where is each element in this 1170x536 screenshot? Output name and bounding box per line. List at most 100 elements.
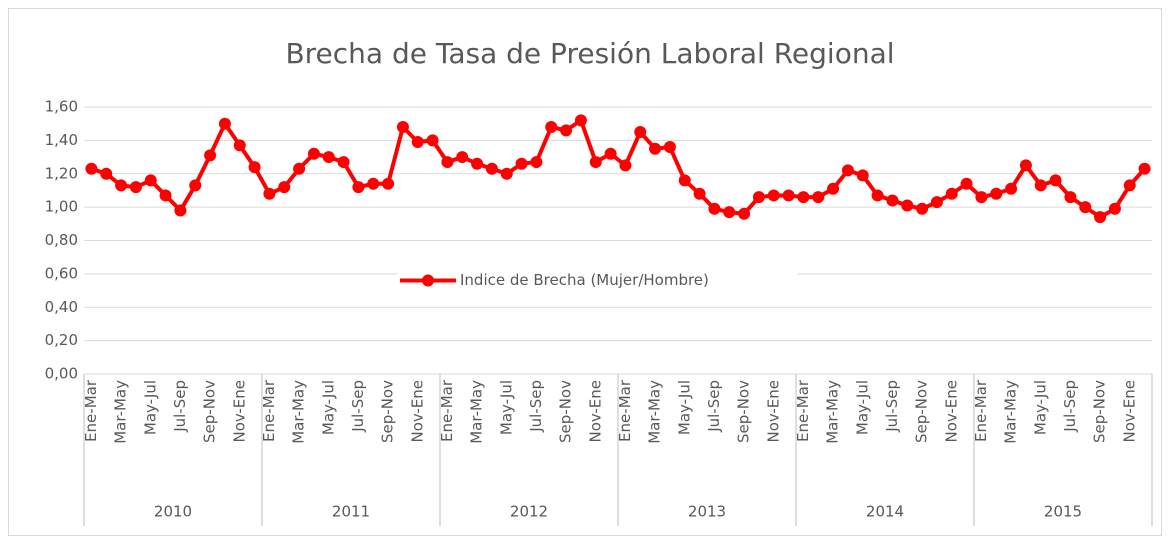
- data-point: [367, 177, 380, 190]
- data-point: [1079, 201, 1092, 214]
- x-tick-label: Nov-Ene: [230, 380, 248, 443]
- data-point: [144, 174, 157, 187]
- legend-label: Indice de Brecha (Mujer/Hombre): [460, 271, 709, 289]
- data-point: [975, 191, 988, 204]
- legend-bg: [398, 268, 798, 293]
- x-tick-label: Mar-May: [290, 380, 308, 444]
- group-label: 2013: [688, 503, 726, 521]
- data-point: [678, 174, 691, 187]
- x-tick-label: May-Jul: [319, 380, 337, 435]
- group-label: 2011: [332, 503, 370, 521]
- data-point: [723, 206, 736, 219]
- x-tick-label: Ene-Mar: [438, 379, 456, 442]
- data-point: [85, 162, 98, 175]
- data-point: [1034, 179, 1047, 192]
- data-point: [797, 191, 810, 204]
- legend-marker: [422, 274, 434, 287]
- x-tick-label: Ene-Mar: [794, 379, 812, 442]
- data-point: [248, 161, 261, 174]
- x-tick-label: Nov-Ene: [408, 380, 426, 443]
- data-point: [604, 147, 617, 160]
- y-tick-label: 1,40: [45, 131, 78, 149]
- data-point: [589, 156, 602, 169]
- x-tick-label: Sep-Nov: [735, 380, 753, 443]
- data-point: [767, 189, 780, 202]
- group-label: 2010: [154, 503, 192, 521]
- data-point: [263, 187, 276, 200]
- data-point: [1138, 162, 1151, 175]
- x-tick-label: Sep-Nov: [201, 380, 219, 443]
- data-point: [129, 181, 142, 194]
- data-point: [1064, 191, 1077, 204]
- x-tick-label: Nov-Ene: [586, 380, 604, 443]
- data-point: [752, 191, 765, 204]
- data-point: [634, 126, 647, 139]
- x-tick-label: Mar-May: [112, 380, 130, 444]
- group-label: 2015: [1044, 503, 1082, 521]
- data-point: [441, 156, 454, 169]
- x-tick-label: Jul-Sep: [171, 380, 189, 433]
- x-tick-label: Jul-Sep: [883, 380, 901, 433]
- data-point: [218, 117, 231, 130]
- data-point: [856, 169, 869, 182]
- x-tick-label: Jul-Sep: [349, 380, 367, 433]
- data-point: [337, 156, 350, 169]
- x-tick-label: Mar-May: [646, 380, 664, 444]
- x-tick-label: May-Jul: [141, 380, 159, 435]
- data-point: [871, 189, 884, 202]
- x-tick-label: Mar-May: [1002, 380, 1020, 444]
- data-point: [500, 167, 513, 180]
- data-point: [189, 179, 202, 192]
- data-point: [307, 147, 320, 160]
- y-tick-label: 0,80: [45, 231, 78, 249]
- y-tick-label: 0,20: [45, 331, 78, 349]
- data-point: [471, 157, 484, 170]
- data-point: [990, 187, 1003, 200]
- data-point: [1123, 179, 1136, 192]
- x-tick-label: Sep-Nov: [557, 380, 575, 443]
- data-point: [1094, 211, 1107, 224]
- y-tick-label: 0,00: [45, 365, 78, 383]
- x-tick-label: Mar-May: [468, 380, 486, 444]
- x-tick-label: Mar-May: [824, 380, 842, 444]
- x-tick-label: Nov-Ene: [764, 380, 782, 443]
- data-point: [960, 177, 973, 190]
- data-point: [293, 162, 306, 175]
- data-point: [574, 114, 587, 127]
- data-point: [901, 199, 914, 212]
- data-point: [100, 167, 113, 180]
- x-tick-label: Ene-Mar: [82, 379, 100, 442]
- data-point: [396, 121, 409, 134]
- x-tick-label: Jul-Sep: [705, 380, 723, 433]
- data-point: [204, 149, 217, 162]
- x-tick-label: May-Jul: [675, 380, 693, 435]
- data-point: [560, 124, 573, 137]
- x-tick-label: May-Jul: [497, 380, 515, 435]
- data-point: [515, 157, 528, 170]
- x-tick-label: Ene-Mar: [616, 379, 634, 442]
- x-tick-label: Nov-Ene: [1120, 380, 1138, 443]
- data-point: [649, 142, 662, 155]
- x-tick-label: Sep-Nov: [379, 380, 397, 443]
- data-point: [738, 207, 751, 220]
- data-point: [1108, 202, 1121, 215]
- data-point: [930, 196, 943, 209]
- data-point: [619, 159, 632, 172]
- data-point: [352, 181, 365, 194]
- data-point: [916, 202, 929, 215]
- data-point: [545, 121, 558, 134]
- data-point: [174, 204, 187, 217]
- group-label: 2012: [510, 503, 548, 521]
- data-point: [322, 151, 335, 164]
- data-point: [1019, 159, 1032, 172]
- x-tick-label: Sep-Nov: [913, 380, 931, 443]
- y-tick-label: 0,60: [45, 264, 78, 282]
- data-point: [382, 177, 395, 190]
- data-point: [456, 151, 469, 164]
- data-point: [159, 189, 172, 202]
- x-tick-label: Ene-Mar: [972, 379, 990, 442]
- data-point: [530, 156, 543, 169]
- x-tick-label: Jul-Sep: [1061, 380, 1079, 433]
